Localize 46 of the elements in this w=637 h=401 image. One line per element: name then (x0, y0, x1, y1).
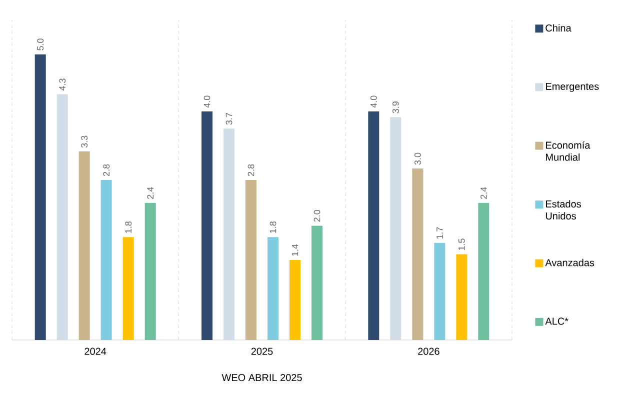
data-label: 2.8 (103, 164, 110, 176)
bar (312, 226, 322, 340)
data-label: 5.0 (37, 38, 44, 50)
x-tick-label: 2026 (418, 348, 440, 355)
x-axis-title: WEO ABRIL 2025 (222, 374, 302, 382)
data-label: 1.4 (292, 244, 298, 256)
bar (390, 117, 402, 340)
legend-label: China (546, 24, 572, 32)
bar (456, 254, 468, 340)
data-label: 1.7 (436, 227, 443, 239)
bar (34, 54, 46, 340)
bar (78, 151, 90, 340)
bar (144, 202, 156, 340)
data-label: 2.0 (314, 210, 320, 222)
bar (100, 180, 112, 340)
bar (122, 237, 134, 340)
x-tick-label: 2025 (251, 348, 273, 355)
data-label: 3.9 (392, 102, 399, 114)
bar (268, 237, 279, 340)
data-label: 4.0 (204, 96, 210, 108)
legend-label: Estados Unidos (546, 200, 581, 220)
data-label: 3.7 (226, 112, 232, 125)
data-label: 2.4 (147, 187, 154, 199)
bar (246, 180, 257, 340)
bar (412, 168, 424, 340)
data-label: 1.8 (125, 221, 132, 233)
data-label: 3.0 (414, 152, 421, 165)
bar (368, 111, 380, 340)
data-label: 3.3 (81, 136, 88, 148)
bar (434, 242, 446, 340)
legend-label: Emergentes (546, 82, 599, 92)
data-label: 4.3 (59, 78, 66, 91)
data-label: 1.5 (458, 238, 465, 250)
bar (56, 94, 68, 340)
legend-label: ALC* (545, 318, 568, 325)
bar (224, 128, 235, 340)
data-label: 2.8 (248, 164, 254, 176)
bar (202, 111, 213, 340)
legend-label: Avanzadas (545, 258, 594, 266)
data-label: 1.8 (270, 221, 276, 233)
bar (290, 260, 300, 340)
x-tick-label: 2024 (84, 348, 106, 355)
data-label: 2.4 (480, 187, 487, 199)
legend-label: Economía Mundial (546, 141, 590, 161)
bar (478, 202, 490, 340)
data-label: 4.0 (370, 96, 377, 108)
